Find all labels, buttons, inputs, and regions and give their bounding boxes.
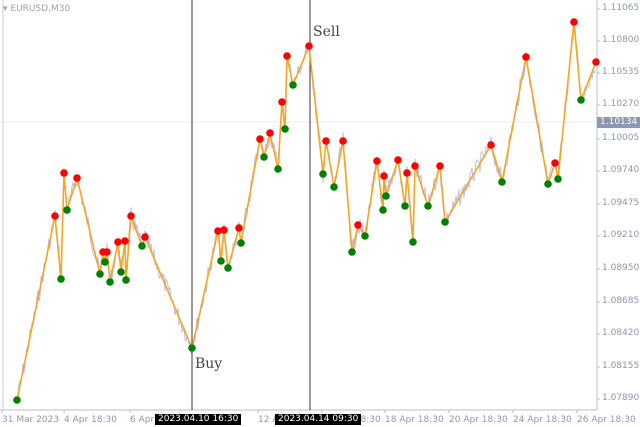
swing-high-marker (235, 224, 243, 232)
price-tick-label: 1.07890 (602, 393, 640, 403)
swing-low-marker (289, 81, 297, 89)
swing-low-marker (401, 202, 409, 210)
swing-high-marker (436, 162, 444, 170)
swing-high-marker (522, 53, 530, 61)
current-price-tag: 1.10134 (597, 117, 640, 128)
symbol-timeframe-label: ▾ EURUSD,M30 (3, 4, 71, 14)
swing-high-marker (570, 18, 578, 26)
swing-low-marker (330, 183, 338, 191)
time-tick-label: 18 Apr 18:30 (385, 415, 444, 425)
swing-low-marker (319, 170, 327, 178)
swing-high-marker (256, 135, 264, 143)
swing-high-marker (141, 233, 149, 241)
swing-high-marker (380, 172, 388, 180)
swing-low-marker (13, 396, 21, 404)
swing-high-marker (214, 227, 222, 235)
buy-annotation: Buy (195, 356, 223, 372)
swing-low-marker (260, 153, 268, 161)
price-tick-label: 1.10800 (602, 35, 640, 45)
time-tick-label: 20 Apr 18:30 (449, 415, 508, 425)
swing-high-marker (121, 237, 129, 245)
swing-high-marker (373, 157, 381, 165)
swing-low-marker (57, 275, 65, 283)
swing-low-marker (117, 268, 125, 276)
swing-high-marker (551, 159, 559, 167)
price-tick-label: 1.08685 (602, 296, 640, 306)
crosshair-time-tag: 2023.04.14 09:30 (275, 414, 362, 425)
price-tick-label: 1.08420 (602, 328, 640, 338)
swing-low-marker (409, 238, 417, 246)
collapse-triangle-icon[interactable]: ▾ (3, 4, 8, 14)
price-tick-label: 1.10005 (602, 133, 640, 143)
swing-high-marker (114, 238, 122, 246)
swing-low-marker (348, 248, 356, 256)
swing-low-marker (106, 278, 114, 286)
swing-low-marker (361, 232, 369, 240)
price-tick-label: 1.09475 (602, 198, 640, 208)
swing-high-marker (266, 129, 274, 137)
swing-high-marker (403, 169, 411, 177)
price-tick-label: 1.08950 (602, 263, 640, 273)
time-axis-ticks (1, 410, 578, 413)
swing-high-marker (394, 156, 402, 164)
swing-low-marker (217, 257, 225, 265)
swing-high-marker (339, 137, 347, 145)
swing-low-marker (101, 258, 109, 266)
swing-high-marker (73, 174, 81, 182)
swing-low-marker (224, 264, 232, 272)
time-tick-label: 31 Mar 2023 (2, 415, 60, 425)
swing-high-marker (51, 212, 59, 220)
swing-low-marker (382, 192, 390, 200)
swing-low-marker (577, 96, 585, 104)
swing-high-marker (592, 58, 600, 66)
time-tick-label: 26 Apr 18:30 (577, 415, 636, 425)
swing-high-marker (322, 137, 330, 145)
swing-low-marker (554, 175, 562, 183)
swing-high-marker (103, 248, 111, 256)
swing-high-marker (127, 212, 135, 220)
swing-low-marker (281, 125, 289, 133)
crosshair-time-tag: 2023.04.10 16:30 (155, 414, 242, 425)
swing-low-marker (188, 344, 196, 352)
swing-high-marker (411, 162, 419, 170)
swing-high-marker (354, 221, 362, 229)
time-tick-label: 4 Apr 18:30 (64, 415, 117, 425)
swing-low-marker (441, 218, 449, 226)
price-tick-label: 1.11065 (602, 3, 640, 13)
swing-low-marker (498, 178, 506, 186)
swing-low-marker (379, 206, 387, 214)
swing-low-marker (138, 242, 146, 250)
swing-low-marker (544, 180, 552, 188)
swing-high-marker (220, 226, 228, 234)
price-tick-label: 1.10535 (602, 67, 640, 77)
swing-high-marker (283, 52, 291, 60)
swing-low-marker (63, 206, 71, 214)
swing-low-marker (424, 202, 432, 210)
price-tick-label: 1.08155 (602, 361, 640, 371)
zigzag-markers (13, 18, 600, 404)
swing-high-marker (305, 42, 313, 50)
time-tick-label: 24 Apr 18:30 (513, 415, 572, 425)
price-tick-label: 1.10270 (602, 99, 640, 109)
swing-high-marker (487, 141, 495, 149)
price-axis-ticks (597, 8, 600, 400)
price-tick-label: 1.09210 (602, 230, 640, 240)
swing-high-marker (278, 98, 286, 106)
sell-annotation: Sell (313, 24, 340, 40)
swing-high-marker (60, 169, 68, 177)
swing-low-marker (237, 239, 245, 247)
swing-low-marker (122, 276, 130, 284)
zigzag-line (16, 21, 597, 401)
swing-low-marker (96, 270, 104, 278)
swing-low-marker (274, 165, 282, 173)
price-tick-label: 1.09740 (602, 165, 640, 175)
